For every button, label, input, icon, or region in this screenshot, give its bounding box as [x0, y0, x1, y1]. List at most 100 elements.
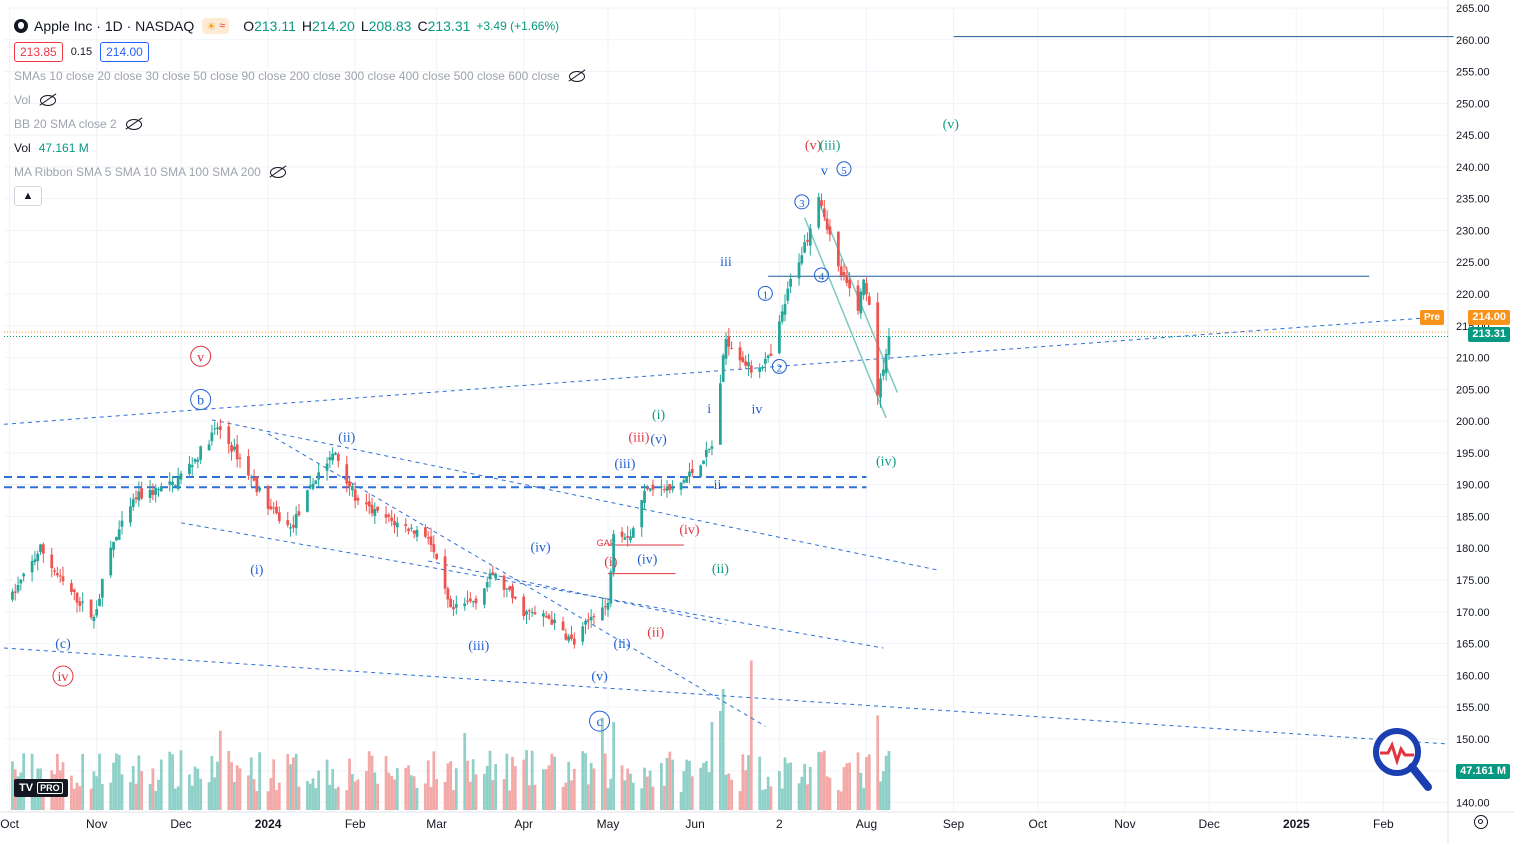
candle-body: [603, 606, 607, 608]
volume-bar: [120, 774, 124, 810]
candle-body: [41, 544, 45, 554]
volume-bar: [247, 775, 250, 810]
candle-body: [710, 446, 714, 449]
indicator-row[interactable]: MA Ribbon SMA 5 SMA 10 SMA 100 SMA 200: [14, 160, 585, 184]
volume-bar: [114, 753, 118, 810]
price-tick-label: 170.00: [1456, 607, 1490, 619]
volume-bar: [887, 750, 891, 810]
symbol-title[interactable]: Apple Inc · 1D · NASDAQ: [34, 18, 195, 34]
volume-bar: [367, 751, 371, 810]
hidden-eye-icon[interactable]: [568, 70, 585, 82]
candle-body: [761, 366, 764, 369]
volume-bar: [449, 761, 453, 810]
volume-bar: [345, 790, 349, 810]
horizontal-lines[interactable]: [4, 36, 1454, 489]
volume-bar: [179, 750, 183, 810]
candle-body: [272, 507, 276, 509]
candle-body: [836, 231, 840, 267]
candle-body: [454, 604, 458, 608]
candle-body: [688, 471, 691, 477]
volume-bar: [581, 751, 585, 810]
candle-body: [820, 200, 823, 206]
volume-bar: [376, 783, 380, 810]
volume-bar: [609, 778, 613, 810]
wave-label: (iv): [530, 540, 551, 555]
volume-bar: [645, 776, 649, 810]
wave-label: c: [596, 715, 602, 730]
candle-body: [612, 534, 616, 573]
candle-body: [168, 481, 172, 485]
hidden-eye-icon[interactable]: [125, 118, 142, 130]
candle-body: [196, 459, 200, 462]
candle-body: [137, 491, 141, 501]
volume-bar: [100, 784, 104, 810]
time-axis[interactable]: Oct Nov Dec 2024 Feb Mar Apr May Jun 2 Aug Sep Oct No…: [0, 817, 1394, 831]
candle-body: [690, 469, 694, 474]
trend-line: [211, 419, 937, 571]
ask-price[interactable]: 214.00: [100, 42, 149, 62]
candle-body: [311, 483, 315, 489]
candle-body: [806, 239, 809, 242]
settings-icon[interactable]: [1474, 815, 1488, 829]
volume-bar: [620, 765, 624, 810]
wave-label: (ii): [647, 625, 664, 640]
indicator-value: 47.161 M: [38, 141, 89, 155]
volume-bar: [778, 770, 781, 810]
wave-label-circle: [771, 358, 787, 374]
volume-bar: [407, 765, 410, 810]
time-tick-label: Mar: [426, 817, 447, 831]
volume-bar: [502, 779, 506, 810]
volume-bar: [474, 774, 478, 810]
volume-bar: [839, 791, 843, 810]
candle-body: [353, 489, 357, 501]
candle-body: [129, 506, 132, 523]
candle-body: [719, 383, 722, 445]
volume-bar: [707, 772, 711, 810]
price-tick-label: 195.00: [1456, 448, 1490, 460]
trend-lines[interactable]: GAP: [3, 201, 1449, 745]
market-status-badge[interactable]: ☀ ≈: [202, 18, 230, 34]
wave-labels[interactable]: vb(ii)(i)(c)iv(iii)(iv)(v)c(ii)(i)(ii)(i…: [52, 118, 959, 732]
candle-body: [235, 444, 239, 460]
indicator-row[interactable]: BB 20 SMA close 2: [14, 112, 585, 136]
candle-body: [151, 490, 155, 495]
indicator-label: Vol: [14, 141, 31, 155]
candle-body: [193, 459, 197, 462]
price-tick-label: 140.00: [1456, 797, 1490, 809]
volume-bar: [92, 771, 96, 810]
time-tick-label: Dec: [170, 817, 191, 831]
volume-bar: [196, 768, 200, 810]
candle-body: [415, 529, 419, 537]
volume-bar: [820, 752, 823, 810]
candle-body: [348, 481, 351, 487]
volume-bar: [730, 779, 733, 810]
wave-label: (i): [604, 555, 618, 570]
bid-price[interactable]: 213.85: [14, 42, 63, 62]
time-tick-label: Apr: [514, 817, 533, 831]
magnifier-pulse-icon[interactable]: [1370, 725, 1434, 795]
candle-body: [685, 477, 689, 483]
volume-bar: [592, 768, 596, 810]
indicator-row[interactable]: Vol 47.161 M: [14, 136, 585, 160]
hidden-eye-icon[interactable]: [269, 166, 286, 178]
indicator-label: BB 20 SMA close 2: [14, 117, 117, 131]
volume-bar: [727, 773, 731, 810]
candle-body: [848, 279, 851, 289]
indicator-row[interactable]: SMAs 10 close 20 close 30 close 50 close…: [14, 64, 585, 88]
hidden-eye-icon[interactable]: [39, 94, 56, 106]
candle-body: [668, 483, 672, 490]
candle-body: [665, 486, 669, 491]
candle-body: [50, 554, 54, 568]
apple-logo-icon: [14, 19, 28, 33]
indicator-row[interactable]: Vol: [14, 88, 585, 112]
candle-body: [404, 524, 408, 527]
tradingview-logo[interactable]: TV PRO: [14, 779, 68, 797]
volume-bar: [350, 774, 354, 810]
volume-bar: [721, 689, 725, 810]
volume-bar: [232, 781, 236, 810]
candle-body: [513, 596, 517, 599]
price-axis[interactable]: 140.00145.00150.00155.00160.00165.00170.…: [1456, 3, 1490, 809]
collapse-legend-button[interactable]: ▲: [14, 186, 42, 206]
candle-body: [601, 607, 604, 621]
